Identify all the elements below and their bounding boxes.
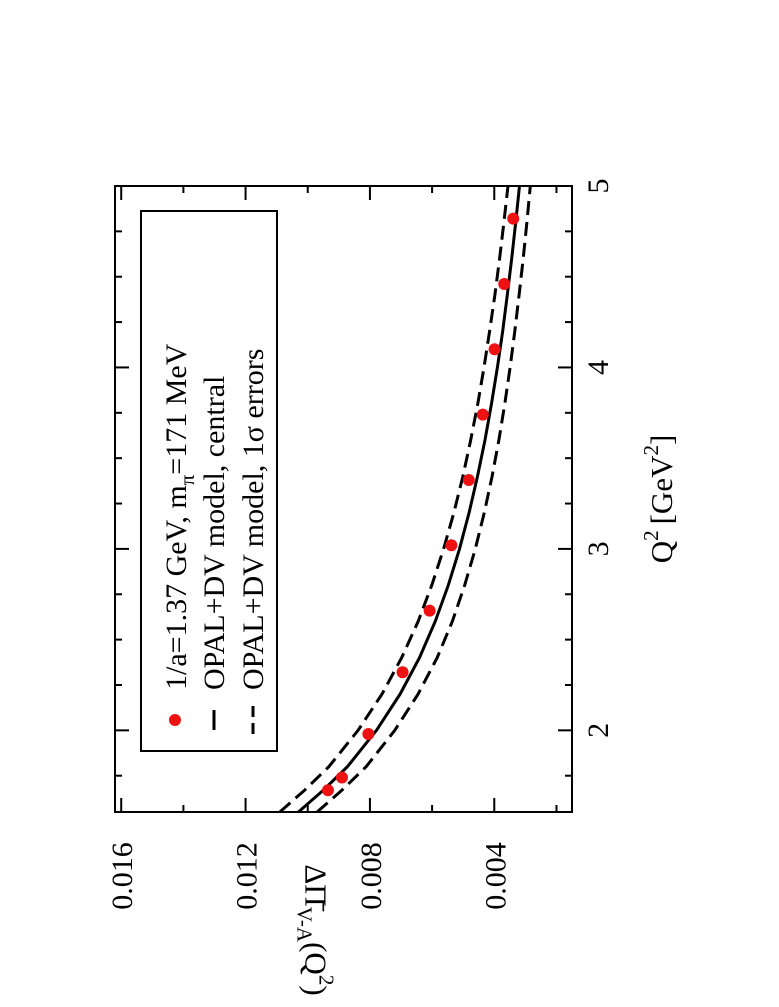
y-axis-label-sub: V-A [293, 907, 317, 943]
data-point [445, 539, 458, 552]
legend-label-1-sub: π [175, 474, 199, 485]
y-axis-label-main: ΔΠ̄ [299, 864, 334, 911]
curves [278, 186, 532, 812]
data-point [396, 666, 409, 679]
data-point [335, 771, 348, 784]
x-tick-label: 5 [582, 179, 615, 194]
x-axis-label-close: ] [644, 435, 679, 445]
x-tick-label: 3 [582, 541, 615, 556]
legend-label-2: OPAL+DV model, central [198, 376, 231, 690]
data-point [423, 604, 436, 617]
legend-label-1-post: =171 MeV [160, 343, 193, 474]
x-tick-label: 2 [582, 723, 615, 738]
x-axis-label: Q2[GeV2] [639, 435, 679, 564]
x-axis-label-unit-sup: 2 [639, 445, 663, 456]
legend-label-3: OPAL+DV model, 1σ errors [237, 349, 270, 690]
data-point [507, 212, 520, 225]
data-point [321, 784, 334, 797]
y-tick-label: 0.012 [231, 842, 264, 910]
y-axis-label-close: ) [299, 985, 334, 995]
data-point [476, 408, 489, 421]
legend-label-1-pre: 1/a=1.37 GeV, m [160, 485, 193, 690]
x-axis-label-unit: [GeV [644, 455, 679, 524]
y-axis-label: ΔΠ̄V-A(Q2) [293, 864, 339, 995]
legend-label-1: 1/a=1.37 GeV, mπ=171 MeV [160, 343, 199, 690]
error-band-line [316, 186, 532, 812]
data-point [488, 343, 501, 356]
legend-marker [169, 714, 181, 726]
x-tick-label: 4 [582, 360, 615, 375]
legend: 1/a=1.37 GeV, mπ=171 MeV OPAL+DV model, c… [140, 210, 278, 752]
central-line [297, 186, 521, 812]
data-point [498, 277, 511, 290]
x-axis-label-sup: 2 [639, 530, 663, 541]
error-band-line [278, 186, 510, 812]
plot-frame [114, 185, 573, 813]
y-tick-label: 0.004 [479, 842, 512, 910]
y-tick-label: 0.008 [355, 842, 388, 910]
data-point [462, 473, 475, 486]
y-axis-label-tail: (Q [299, 942, 334, 975]
legend-box [140, 210, 278, 752]
data-point [362, 727, 375, 740]
y-tick-label: 0.016 [106, 842, 139, 910]
y-axis-label-sup: 2 [315, 975, 339, 986]
x-axis-label-q: Q [644, 541, 679, 563]
